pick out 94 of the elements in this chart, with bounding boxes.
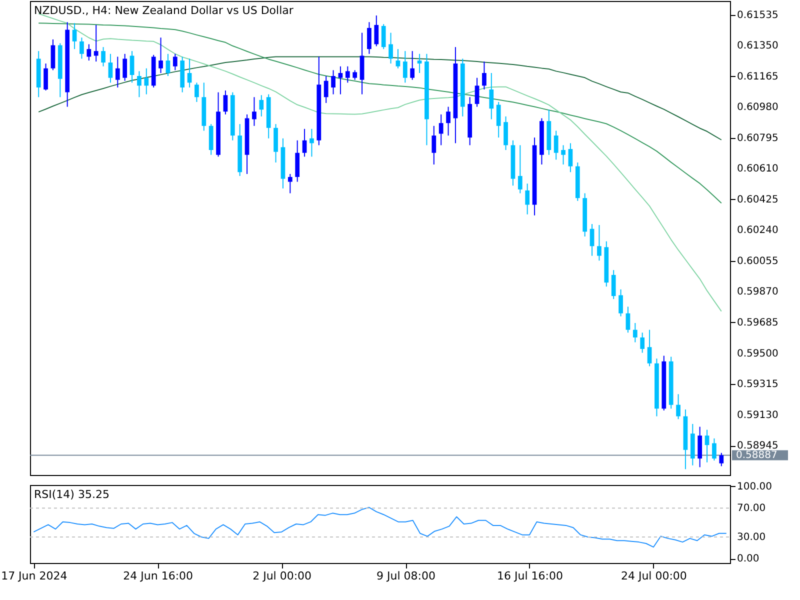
ref-line-label: 0.58887 xyxy=(736,450,778,462)
candlestick xyxy=(352,70,358,80)
candlestick xyxy=(410,50,415,80)
x-tick-label: 24 Jul 00:00 xyxy=(620,570,687,582)
candlestick xyxy=(482,61,486,90)
y-tick-label: 0.00 xyxy=(737,554,760,565)
candlestick xyxy=(676,394,680,420)
candlestick xyxy=(302,128,307,158)
candlestick xyxy=(101,46,106,67)
candlestick xyxy=(187,58,192,88)
candlestick xyxy=(80,37,84,60)
candlestick xyxy=(626,306,630,334)
candlestick xyxy=(402,50,408,84)
candlestick xyxy=(489,72,494,120)
candlestick xyxy=(632,322,638,343)
y-tick-label: 0.61535 xyxy=(737,10,778,21)
line-series xyxy=(38,22,722,204)
y-tick-label: 0.60240 xyxy=(737,225,778,236)
y-tick-label: 100.00 xyxy=(737,481,772,492)
candlestick xyxy=(704,429,710,463)
candlestick xyxy=(72,22,77,50)
candlestick xyxy=(50,38,56,71)
y-tick-label: 0.60980 xyxy=(737,102,778,114)
x-tick-label: 9 Jul 08:00 xyxy=(376,570,436,582)
candlestick xyxy=(367,22,372,54)
candlestick xyxy=(618,288,623,317)
candlestick xyxy=(417,53,422,74)
candlestick xyxy=(274,124,278,163)
candlestick xyxy=(44,63,48,91)
candlestick xyxy=(137,70,142,98)
candlestick xyxy=(223,90,228,115)
y-tick-label: 0.59870 xyxy=(737,286,778,298)
candlestick xyxy=(647,329,652,367)
y-tick-label: 0.61350 xyxy=(737,40,778,52)
candlestick xyxy=(122,53,128,82)
candlestick xyxy=(345,66,350,84)
y-tick-label: 0.59130 xyxy=(737,410,778,421)
candlestick xyxy=(324,76,328,104)
candlestick xyxy=(432,125,436,165)
candlestick xyxy=(388,32,393,64)
y-tick-label: 0.60795 xyxy=(737,132,778,144)
candlestick xyxy=(374,14,379,47)
candlestick xyxy=(698,426,702,468)
candlestick xyxy=(590,224,594,256)
y-tick-label: 0.61165 xyxy=(737,71,778,82)
candlestick xyxy=(86,44,92,62)
candlestick xyxy=(474,77,480,108)
candlestick xyxy=(640,332,645,354)
candlestick xyxy=(496,101,501,138)
x-tick-label: 16 Jul 16:00 xyxy=(496,570,563,582)
candlestick xyxy=(94,24,98,62)
candlestick xyxy=(525,183,530,215)
x-tick-label: 24 Jun 16:00 xyxy=(123,570,194,582)
candlestick xyxy=(115,56,120,88)
candlestick xyxy=(712,438,716,462)
y-tick-label: 30.00 xyxy=(737,532,766,543)
chart-title: RSI(14) 35.25 xyxy=(34,488,110,501)
candlestick xyxy=(518,144,522,194)
candlestick xyxy=(288,173,292,194)
candlestick xyxy=(597,224,602,262)
y-tick-label: 0.60425 xyxy=(737,194,778,206)
candlestick xyxy=(396,48,400,69)
candlestick xyxy=(194,82,199,102)
candlestick xyxy=(719,452,724,467)
candlestick xyxy=(561,144,566,165)
candlestick xyxy=(144,68,149,95)
candlestick xyxy=(172,53,178,71)
candlestick xyxy=(446,106,450,136)
candlestick xyxy=(259,94,264,117)
candlestick xyxy=(331,70,336,95)
chart-title: NZDUSD., H4: New Zealand Dollar vs US Dollar xyxy=(34,4,294,17)
x-tick-label: 17 Jun 2024 xyxy=(1,570,68,582)
candlestick xyxy=(438,114,444,146)
y-tick-label: 0.60055 xyxy=(737,256,778,267)
candlestick xyxy=(252,96,256,126)
line-series xyxy=(33,506,727,548)
y-tick-label: 70.00 xyxy=(737,503,766,514)
candlestick xyxy=(310,128,314,158)
candlestick xyxy=(504,116,508,151)
candlestick xyxy=(158,37,163,74)
candlestick xyxy=(130,50,134,84)
candlestick xyxy=(568,142,573,173)
y-tick-label: 0.59500 xyxy=(737,348,778,360)
x-tick-label: 2 Jul 00:00 xyxy=(252,570,312,582)
y-tick-label: 0.59685 xyxy=(737,317,778,328)
y-tick-label: 0.58945 xyxy=(737,440,778,452)
candlestick xyxy=(554,130,558,160)
y-tick-label: 0.60610 xyxy=(737,164,778,175)
candlestick xyxy=(108,53,113,84)
candlestick xyxy=(381,24,386,50)
candlestick xyxy=(611,270,616,300)
y-tick-label: 0.59315 xyxy=(737,379,778,390)
candlestick xyxy=(166,53,170,77)
candlestick xyxy=(338,66,343,95)
